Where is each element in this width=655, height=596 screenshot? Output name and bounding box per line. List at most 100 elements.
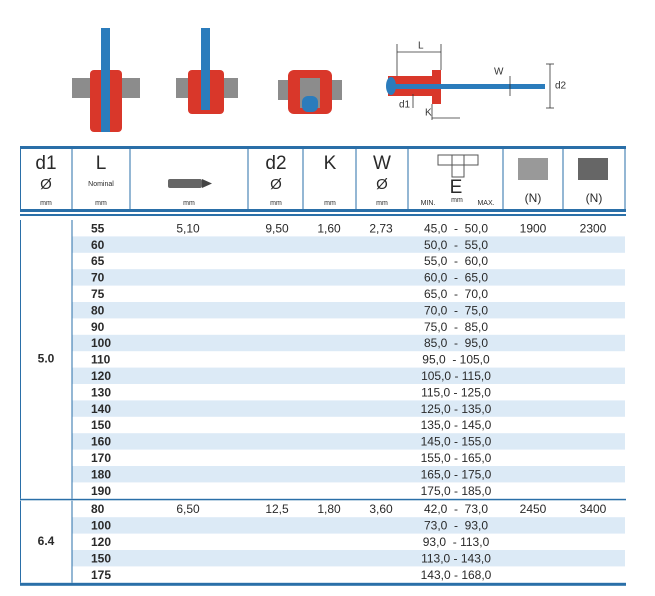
row-shade (72, 334, 625, 352)
cell-drill: 5,10 (176, 221, 200, 235)
cell-L: 175 (91, 568, 111, 582)
header-symbol: Ø (376, 176, 388, 193)
header-unit: mm (376, 200, 388, 207)
cell-L: 120 (91, 535, 111, 549)
grip-icon (437, 154, 479, 178)
cell-L: 150 (91, 418, 111, 432)
cell-E: 143,0 - 168,0 (421, 568, 492, 582)
cell-L: 100 (91, 519, 111, 533)
row-shade (72, 269, 625, 286)
cell-E: 50,0 - 55,0 (424, 238, 488, 252)
cell-tensile: 2300 (580, 221, 607, 235)
cell-L: 150 (91, 551, 111, 565)
cell-E: 60,0 - 65,0 (424, 271, 488, 285)
dim-label: d1 (399, 100, 411, 111)
row-shade (72, 400, 625, 417)
cell-L: 80 (91, 303, 105, 317)
cell-L: 120 (91, 369, 111, 383)
tensile-icon (578, 158, 608, 180)
cell-E: 115,0 - 125,0 (421, 385, 491, 399)
cell-W: 3,60 (369, 502, 393, 516)
cell-d2: 12,5 (265, 502, 289, 516)
cell-shear: 1900 (520, 221, 547, 235)
header-symbol: Ø (40, 176, 52, 193)
table-body: 55 5,10 9,50 1,60 2,73 45,0 - 50,0 1900 2300 60 5… (20, 220, 626, 586)
cell-d2: 9,50 (265, 221, 289, 235)
header-symbol: Ø (270, 176, 282, 193)
cell-L: 55 (91, 221, 105, 235)
cell-E: 145,0 - 155,0 (421, 435, 492, 449)
cell-L: 75 (91, 287, 105, 301)
cell-L: 130 (91, 385, 111, 399)
cell-L: 60 (91, 238, 105, 252)
row-shade (72, 433, 625, 450)
drill-icon (168, 179, 212, 188)
cell-E: 95,0 - 105,0 (422, 353, 490, 367)
cell-drill: 6,50 (176, 502, 200, 516)
table-header: d1 Ø mm L Nominal mm mm d2 Ø mm K mm W Ø… (20, 146, 626, 216)
row-shade (72, 302, 625, 319)
dim-label: K (425, 108, 432, 119)
header-unit: mm (270, 200, 282, 207)
cell-K: 1,60 (317, 221, 341, 235)
header-title: K (324, 153, 337, 174)
header-unit: mm (451, 197, 463, 204)
cell-L: 100 (91, 336, 111, 350)
cell-E: 93,0 - 113,0 (423, 535, 490, 549)
header-title: W (373, 153, 391, 174)
cell-L: 65 (91, 254, 105, 268)
dim-label: d2 (555, 81, 567, 92)
cell-tensile: 3400 (580, 502, 607, 516)
header-unit: (N) (525, 191, 542, 205)
cell-L: 170 (91, 451, 111, 465)
cell-E: 125,0 - 135,0 (421, 402, 492, 416)
header-unit: mm (324, 200, 336, 207)
cell-L: 160 (91, 435, 111, 449)
row-shade (72, 236, 625, 253)
row-shade (72, 517, 625, 534)
header-title: E (450, 177, 463, 198)
cell-L: 80 (91, 502, 105, 516)
header-title: d1 (35, 153, 56, 174)
cell-E: 85,0 - 95,0 (424, 336, 488, 350)
cell-L: 90 (91, 320, 105, 334)
header-unit: mm (40, 200, 52, 207)
group-rule (20, 582, 626, 586)
shear-icon (518, 158, 548, 180)
cell-E: 70,0 - 75,0 (424, 303, 488, 317)
cell-E: 113,0 - 143,0 (421, 551, 491, 565)
header-unit: mm (183, 200, 195, 207)
cell-E: 75,0 - 85,0 (424, 320, 488, 334)
cell-K: 1,80 (317, 502, 341, 516)
header-title: L (96, 153, 107, 174)
cell-L: 180 (91, 467, 111, 481)
cell-E: 135,0 - 145,0 (421, 418, 492, 432)
cell-E: 105,0 - 115,0 (421, 369, 491, 383)
header-title: d2 (265, 153, 286, 174)
cell-E: 45,0 - 50,0 (424, 221, 488, 235)
header-max: MAX. (477, 200, 494, 207)
dim-label: W (494, 67, 504, 78)
cell-E: 42,0 - 73,0 (424, 502, 488, 516)
row-shade (72, 550, 625, 567)
cell-L: 190 (91, 484, 111, 498)
header-unit: (N) (586, 191, 603, 205)
header-note: Nominal (88, 181, 114, 188)
cell-E: 73,0 - 93,0 (424, 519, 488, 533)
cell-E: 55,0 - 60,0 (424, 254, 488, 268)
illustrations: L W d2 d1 K (72, 28, 567, 132)
row-shade (72, 367, 625, 384)
header-min: MIN. (421, 200, 436, 207)
group-rule (20, 498, 626, 501)
cell-E: 165,0 - 175,0 (421, 467, 492, 481)
header-unit: mm (95, 200, 107, 207)
cell-d1: 5.0 (38, 352, 55, 366)
cell-d1: 6.4 (38, 534, 55, 548)
cell-E: 155,0 - 165,0 (421, 451, 492, 465)
dim-label: L (418, 41, 424, 52)
row-shade (72, 466, 625, 483)
cell-L: 140 (91, 402, 111, 416)
cell-L: 110 (91, 353, 111, 367)
cell-E: 175,0 - 185,0 (421, 484, 492, 498)
